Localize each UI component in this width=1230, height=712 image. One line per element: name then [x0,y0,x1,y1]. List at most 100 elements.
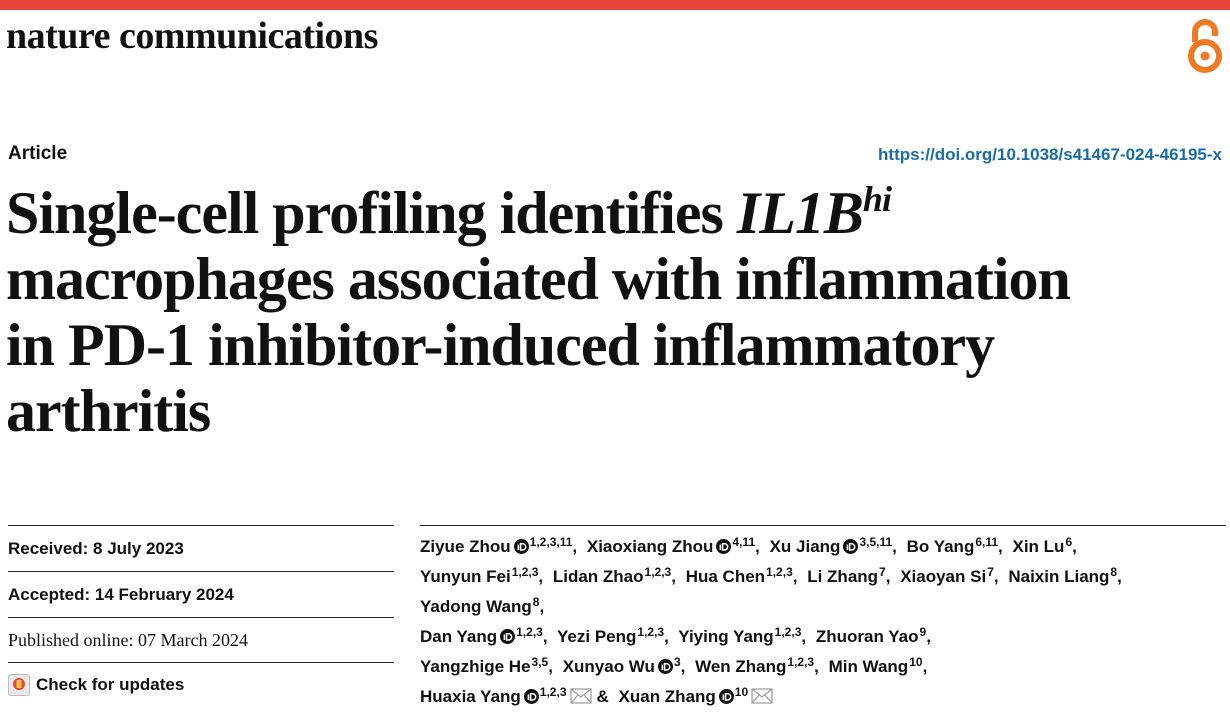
author-name: Yunyun Fei [420,567,511,586]
author-name: Wen Zhang [695,657,787,676]
author-name: Xin Lu [1012,537,1065,556]
author-affiliations: 7 [987,565,994,579]
author-name: Huaxia Yang [420,687,521,706]
author-name: Bo Yang [906,537,975,556]
author-affiliations: 1,2,3 [511,565,539,579]
title-text: macrophages associated with inflammation [6,246,1071,312]
title-text: arthritis [6,378,211,444]
author-affiliations: 10 [734,685,749,699]
separator: , [538,567,544,586]
author-name: Zhuoran Yao [815,627,919,646]
author: Bo Yang6,11, [906,536,1008,556]
orcid-icon[interactable] [657,659,673,674]
separator: , [814,657,819,676]
article-type: Article [8,143,68,164]
article-title: Single-cell profiling identifies IL1Bhi … [6,179,1071,444]
author: Xin Lu6, [1012,535,1082,556]
orcid-d [519,543,527,551]
orcid-i [527,694,529,700]
author: Xunyao Wu 3, [562,655,691,676]
author-name: Xuan Zhang [618,687,716,706]
orcid-i [517,544,519,550]
conjunction: & [596,687,609,706]
author-affiliations: 3,5 [531,655,549,669]
envelope-flap [751,688,773,704]
separator: , [539,597,545,616]
orcid-icon[interactable] [500,629,516,644]
doi-link[interactable]: https://doi.org/10.1038/s41467-024-46195… [878,145,1222,164]
author-affiliations: 3 [673,655,681,669]
orcid-circle [513,539,529,554]
orcid-i [503,634,506,640]
orcid-d [849,543,856,551]
author-affiliations: 3,5,11 [859,535,893,549]
author: Hua Chen1,2,3, [686,565,803,586]
check-updates-icon [8,674,30,696]
author-name: Xiaoyan Si [900,567,987,586]
author: Min Wang10, [829,656,933,676]
orcid-d [663,663,671,671]
separator: , [998,537,1003,556]
author: Dan Yang 1,2,3, [420,626,553,646]
author: Yadong Wang8, [420,595,549,616]
author-affiliations: 1,2,3,11 [529,535,573,549]
author-affiliations: 9 [919,625,927,639]
author-name: Yadong Wang [420,597,532,616]
title-gene: IL1B [736,180,864,246]
author-name: Yiying Yang [678,627,774,646]
author-affiliations: 1,2,3 [766,565,793,579]
orcid-i [847,544,849,550]
author-affiliations: 8 [532,595,540,609]
separator: , [993,567,999,586]
author: Xuan Zhang 10 [618,685,774,706]
author: Wen Zhang1,2,3, [695,655,824,676]
dates: Received: 8 July 2023 Accepted: 14 Febru… [8,525,394,663]
separator: , [755,537,760,556]
author: Naixin Liang8, [1008,566,1127,586]
orcid-circle [718,689,734,704]
orcid-circle [716,539,732,554]
author: Huaxia Yang 1,2,3 & [420,686,614,706]
orcid-icon[interactable] [523,689,539,704]
email-icon[interactable] [751,688,773,704]
author-affiliations: 1,2,3 [774,625,802,639]
author: Lidan Zhao1,2,3, [553,565,681,586]
author: Xu Jiang 3,5,11, [770,535,902,556]
author-name: Ziyue Zhou [420,537,511,556]
author: Xiaoyan Si7, [900,565,1003,586]
orcid-circle [657,659,673,674]
author-affiliations: 1,2,3 [637,625,665,639]
title-superscript: hi [862,179,892,219]
author-name: Dan Yang [420,627,498,646]
author-affiliations: 7 [879,565,886,579]
orcid-icon[interactable] [843,539,859,554]
author-affiliations: 1,2,3 [787,655,815,669]
title-text: in PD-1 inhibitor-induced inflammatory [6,312,995,378]
author: Xiaoxiang Zhou 4,11, [587,536,765,556]
separator: , [572,537,578,556]
check-for-updates[interactable]: Check for updates [8,674,184,696]
author: Yangzhige He3,5, [420,655,558,676]
separator: , [680,657,686,676]
envelope-flap [570,688,591,704]
author-name: Yezi Peng [557,627,637,646]
author-name: Yangzhige He [420,657,531,676]
orcid-circle [500,629,516,644]
orcid-icon[interactable] [718,689,734,704]
separator: , [922,657,928,676]
email-icon[interactable] [569,688,592,704]
separator: , [1072,537,1077,556]
accepted-date: Accepted: 14 February 2024 [8,571,394,617]
author-name: Xunyao Wu [562,657,655,676]
author-list: Ziyue Zhou 1,2,3,11, Xiaoxiang Zhou 4,11, … [420,532,1226,712]
separator: , [926,627,931,646]
orcid-icon[interactable] [716,539,732,554]
orcid-i [661,664,664,670]
author-affiliations: 1,2,3 [644,565,672,579]
journal-name: nature communications [6,15,378,57]
author: Zhuoran Yao9, [815,625,936,646]
author-affiliations: 6 [1065,535,1073,549]
author: Yezi Peng1,2,3, [557,625,674,646]
orcid-icon[interactable] [513,539,529,554]
top-bar [0,0,1230,10]
